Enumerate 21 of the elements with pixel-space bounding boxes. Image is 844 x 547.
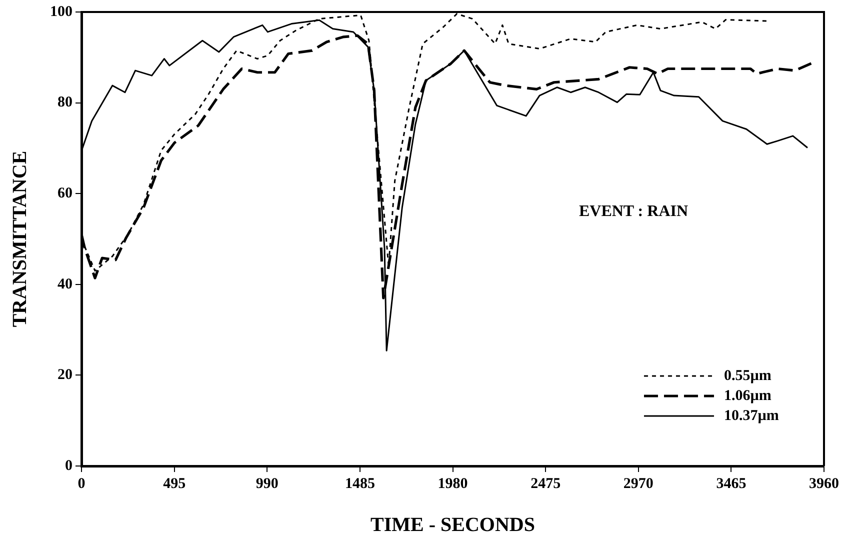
y-tick-label: 0 <box>65 458 72 474</box>
y-tick-label: 20 <box>58 367 72 384</box>
x-tick-label: 3960 <box>809 476 839 492</box>
x-tick-label: 1980 <box>438 476 468 492</box>
x-tick-label: 1485 <box>344 476 375 492</box>
legend-label: 0.55µm <box>724 368 772 384</box>
x-axis-title: TIME - SECONDS <box>370 514 535 536</box>
y-tick-label: 80 <box>58 94 72 111</box>
x-tick-label: 2475 <box>530 476 561 492</box>
x-tick-label: 3465 <box>716 476 746 492</box>
x-tick-label: 0 <box>78 476 86 492</box>
y-tick-label: 100 <box>50 4 72 20</box>
y-tick-label: 40 <box>58 276 72 292</box>
y-axis-title: TRANSMITTANCE <box>9 150 32 328</box>
x-tick-label: 2970 <box>623 476 654 492</box>
y-tick-label: 60 <box>58 185 72 202</box>
x-tick-label: 990 <box>256 476 278 492</box>
x-tick-label: 495 <box>163 476 186 492</box>
legend-label: 10.37µm <box>724 408 780 424</box>
legend-label: 1.06µm <box>724 388 772 404</box>
annotation: EVENT : RAIN <box>578 202 688 220</box>
